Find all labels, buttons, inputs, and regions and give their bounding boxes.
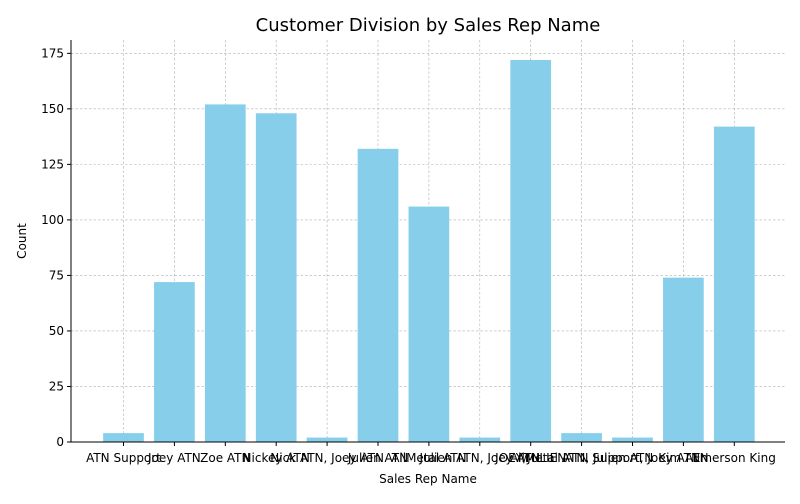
y-tick-label: 150 [41, 102, 64, 116]
bar [154, 282, 195, 442]
y-tick-label: 125 [41, 157, 64, 171]
bar [561, 433, 602, 442]
y-tick-label: 50 [49, 324, 64, 338]
bar [357, 148, 399, 442]
bar [663, 277, 704, 442]
x-tick-label: AllMetal ATN, Julien ATN [510, 451, 653, 465]
y-tick-label: 175 [41, 46, 64, 60]
x-tick-label: AllMetal ATN [391, 451, 466, 465]
x-tick-label: Julien ATN [347, 451, 408, 465]
bar [612, 437, 653, 442]
bar [306, 437, 348, 442]
bar [408, 206, 450, 442]
bars [103, 59, 755, 443]
x-tick-label: Emerson King [693, 451, 776, 465]
x-tick-label: Kim ATN [658, 451, 708, 465]
x-tick-label: Joey ATN [147, 451, 201, 465]
y-tick-label: 75 [49, 268, 64, 282]
bar [103, 433, 144, 442]
bar [204, 104, 246, 442]
x-tick-label: Nick ATN, Joey ATN [270, 451, 384, 465]
bar [255, 113, 297, 442]
y-tick-label: 100 [41, 213, 64, 227]
bar [510, 59, 552, 442]
y-tick-label: 25 [49, 379, 64, 393]
y-tick-label: 0 [56, 435, 64, 449]
x-tick-label: ATN Support [86, 451, 161, 465]
x-tick-label: Nickey ATN [243, 451, 310, 465]
x-tick-label: JOEY/JULIEN [494, 451, 566, 465]
x-tick-label: Julien ATN, Joey ATN [419, 451, 541, 465]
x-axis-label: Sales Rep Name [379, 472, 477, 486]
axes [70, 40, 785, 443]
x-tick-label: ATN Support, Joey ATN [565, 451, 700, 465]
x-tick-label: Zoe ATN [200, 451, 250, 465]
bar [713, 126, 755, 443]
y-axis-ticks: 0 25 50 75 100 125 150 175 [41, 46, 71, 449]
bar [459, 437, 501, 442]
y-axis-label: Count [15, 223, 29, 259]
chart-title: Customer Division by Sales Rep Name [256, 15, 601, 36]
